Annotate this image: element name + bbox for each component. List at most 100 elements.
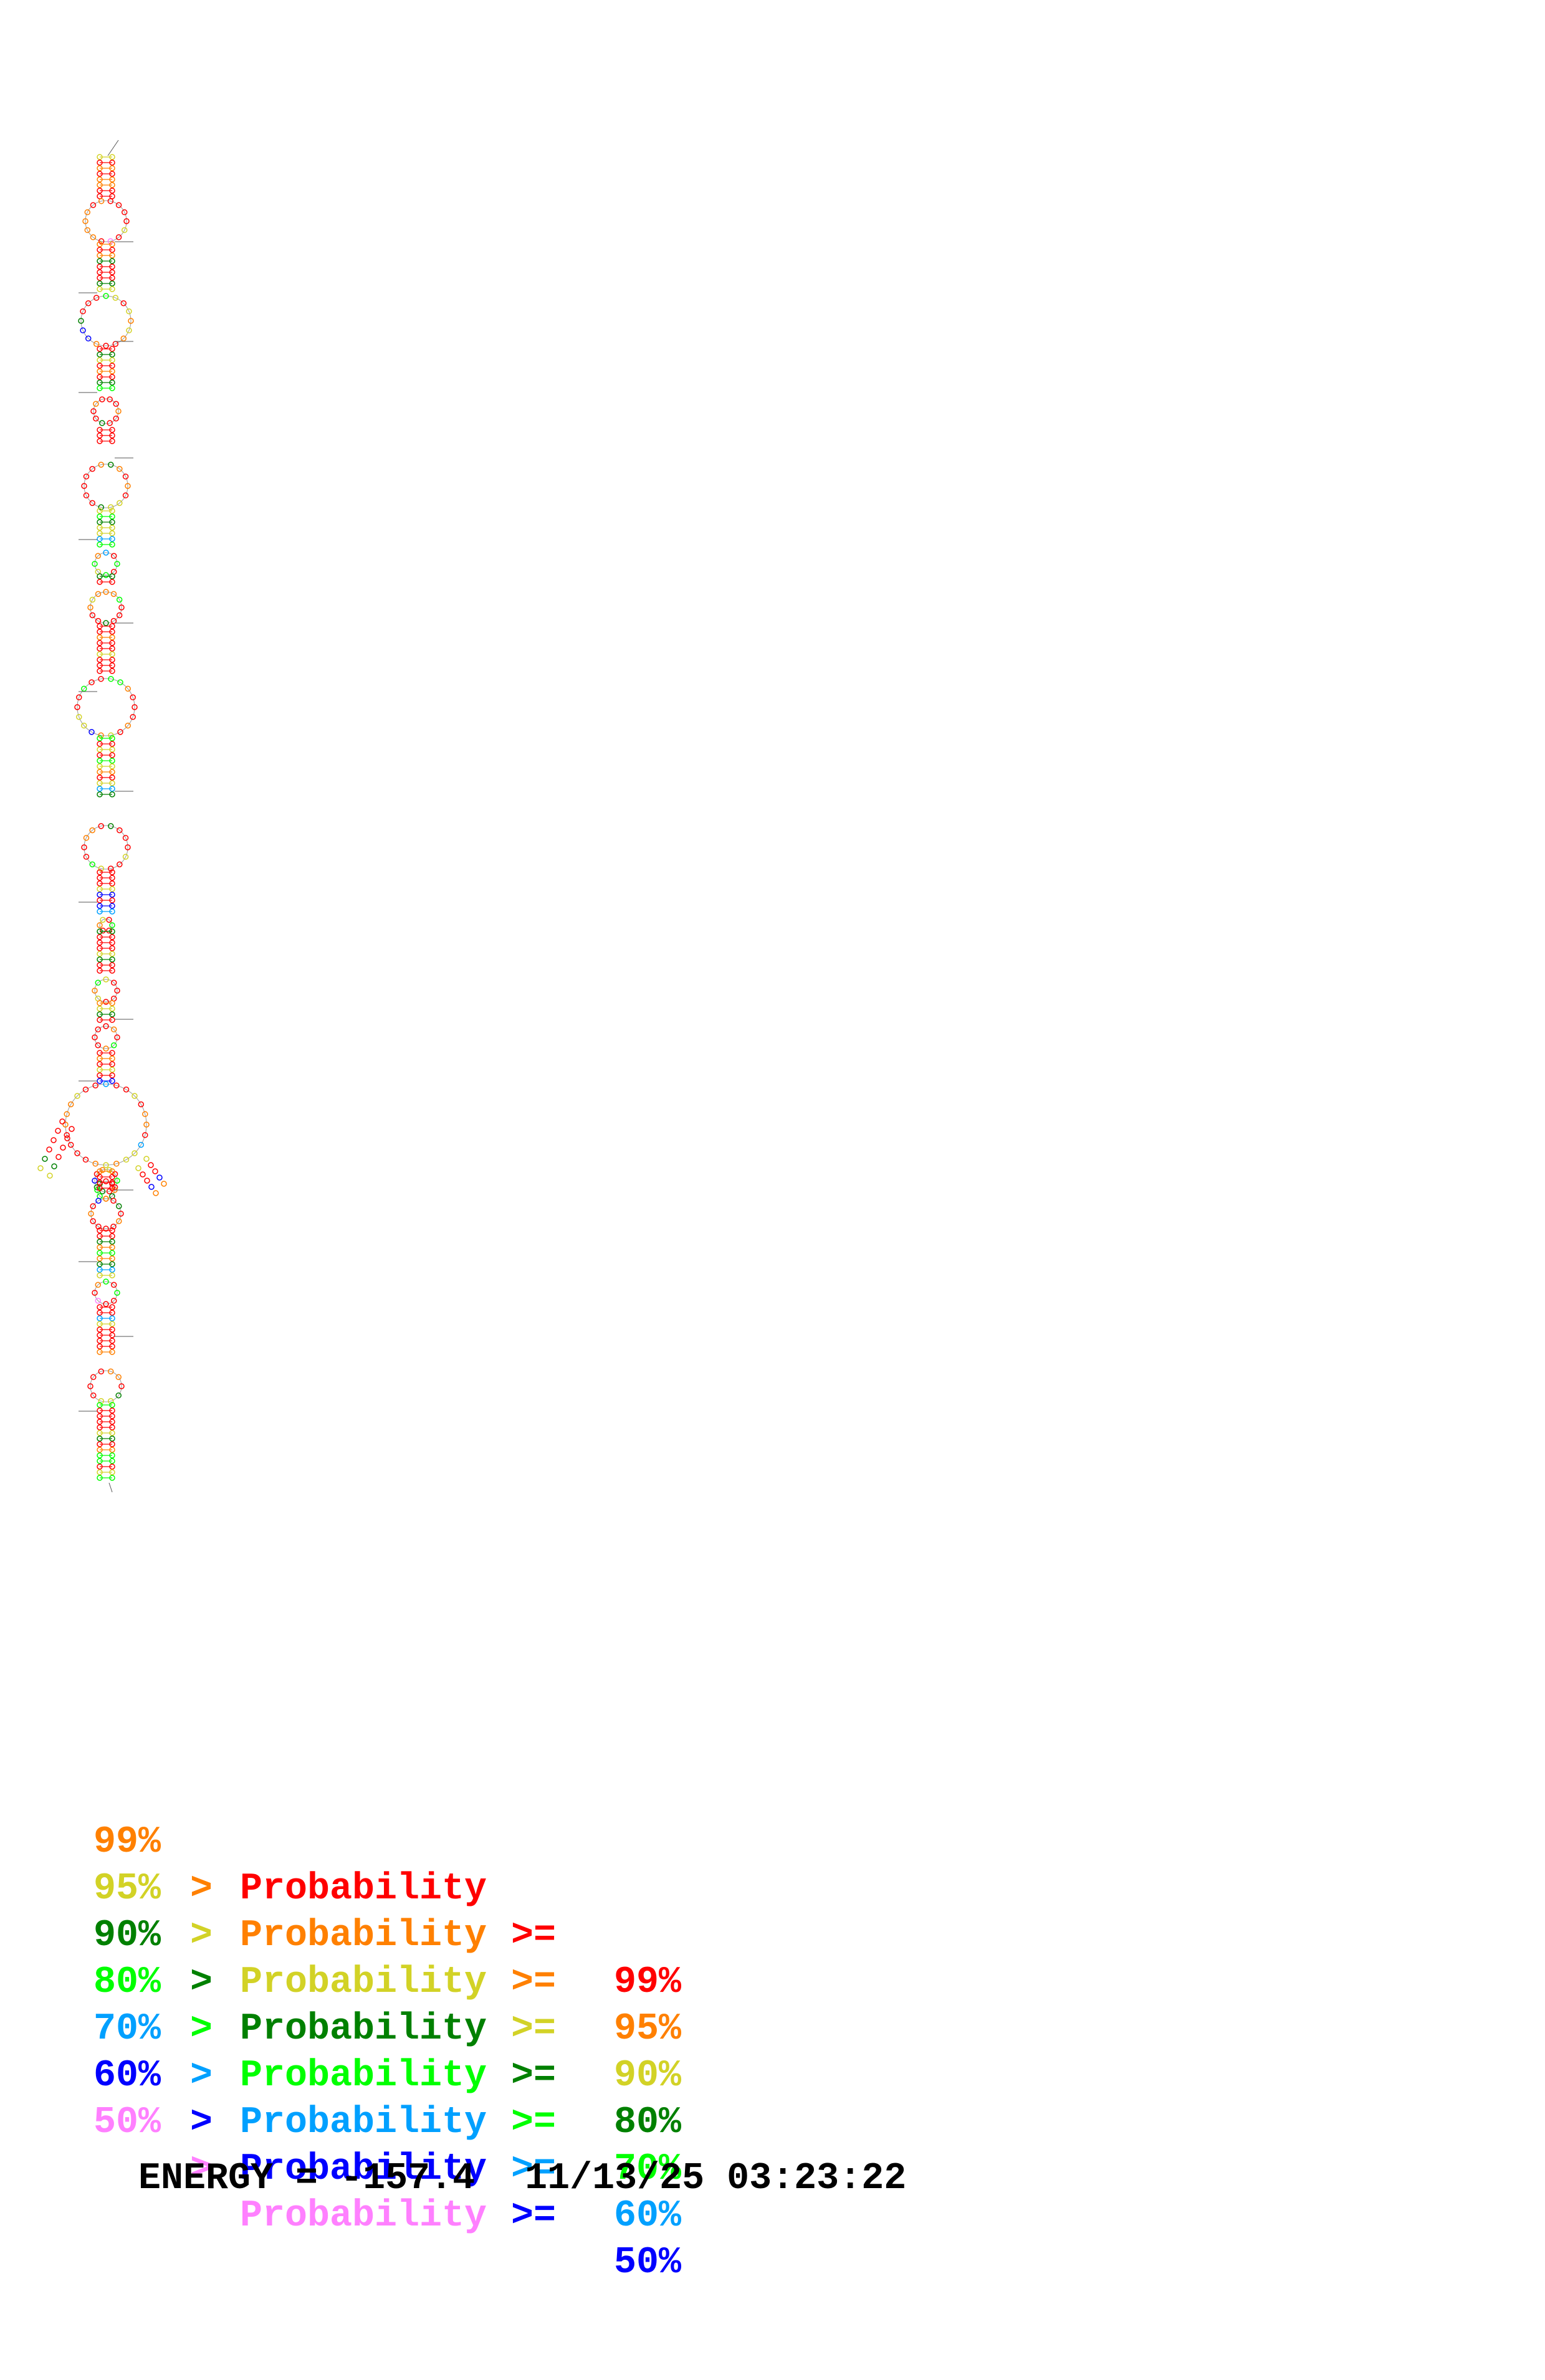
nucleotide	[97, 962, 103, 968]
loop-outline	[90, 1198, 122, 1229]
nucleotide	[110, 1026, 117, 1033]
energy-footer: ENERGY = -157.4 11/13/25 03:23:22	[93, 2115, 906, 2200]
nucleotide	[97, 432, 103, 439]
nucleotide	[109, 886, 115, 892]
nucleotide	[115, 234, 122, 240]
nucleotide	[97, 241, 103, 247]
nucleotide	[97, 1349, 103, 1355]
nucleotide	[103, 589, 109, 595]
nucleotide	[97, 769, 103, 775]
nucleotide	[125, 483, 131, 489]
nucleotide	[97, 735, 103, 741]
nucleotide	[82, 1156, 89, 1163]
loop-outline	[85, 200, 127, 242]
nucleotide	[109, 385, 115, 391]
nucleotide	[109, 645, 115, 652]
nucleotide	[109, 1407, 115, 1414]
legend-upper-bound: 80%	[93, 1961, 161, 2004]
legend-greater-than: >	[190, 1915, 213, 1957]
nucleotide	[123, 1086, 130, 1093]
nucleotide	[128, 318, 134, 324]
nucleotide	[97, 763, 103, 769]
nucleotide	[109, 780, 115, 786]
legend-label: Probability	[240, 2055, 487, 2097]
nucleotide	[97, 908, 103, 915]
nucleotide	[109, 1272, 115, 1278]
nucleotide	[107, 238, 114, 244]
nucleotide	[42, 1156, 48, 1162]
nucleotide	[109, 903, 115, 909]
nucleotide	[92, 1178, 98, 1184]
nucleotide	[97, 1011, 103, 1017]
legend-upper-bound: 95%	[93, 1868, 161, 1910]
nucleotide	[87, 604, 93, 611]
nucleotide	[97, 1179, 103, 1186]
nucleotide	[97, 579, 103, 585]
nucleotide	[108, 462, 114, 468]
nucleotide	[97, 269, 103, 275]
nucleotide	[92, 1082, 98, 1088]
nucleotide	[109, 940, 115, 946]
nucleotide	[97, 880, 103, 887]
nucleotide	[109, 258, 115, 264]
nucleotide	[109, 252, 115, 259]
nucleotide	[109, 1304, 115, 1310]
nucleotide	[109, 275, 115, 281]
nucleotide	[132, 1093, 138, 1099]
loop-outline	[77, 678, 135, 736]
nucleotide	[81, 722, 87, 729]
nucleotide	[97, 1321, 103, 1327]
nucleotide	[109, 623, 115, 629]
nucleotide	[92, 988, 98, 994]
nucleotide	[97, 1050, 103, 1056]
nucleotide	[103, 1045, 109, 1052]
nucleotide	[97, 791, 103, 797]
nucleotide	[138, 1101, 145, 1108]
nucleotide	[80, 308, 86, 315]
nucleotide	[103, 1081, 109, 1087]
nucleotide	[90, 202, 97, 208]
nucleotide	[97, 940, 103, 946]
nucleotide	[106, 927, 112, 934]
nucleotide	[97, 741, 103, 747]
nucleotide	[109, 264, 115, 270]
nucleotide	[109, 241, 115, 247]
nucleotide	[103, 1226, 109, 1232]
nucleotide	[109, 769, 115, 775]
nucleotide	[97, 1338, 103, 1344]
nucleotide	[97, 629, 103, 635]
nucleotide	[95, 1026, 102, 1033]
nucleotide	[109, 165, 115, 171]
nucleotide	[97, 752, 103, 758]
nucleotide	[109, 951, 115, 957]
timestamp: 11/13/25 03:23:22	[525, 2158, 907, 2200]
nucleotide	[97, 508, 103, 514]
nucleotide	[97, 159, 103, 166]
nucleotide	[113, 1161, 120, 1167]
nucleotide	[148, 1162, 154, 1168]
nucleotide	[110, 617, 117, 624]
nucleotide	[97, 668, 103, 674]
nucleotide	[113, 1082, 120, 1088]
nucleotide	[81, 483, 87, 489]
loop-outline	[94, 1169, 118, 1192]
nucleotide	[132, 704, 138, 710]
nucleotide	[82, 218, 88, 224]
legend-label: Probability	[240, 2148, 487, 2191]
nucleotide	[97, 623, 103, 629]
nucleotide	[97, 1343, 103, 1349]
nucleotide	[97, 1435, 103, 1442]
nucleotide	[122, 854, 129, 860]
nucleotide	[37, 1165, 44, 1171]
legend-upper-bound: 60%	[93, 2055, 161, 2097]
nucleotide	[97, 1261, 103, 1267]
nucleotide	[95, 1297, 102, 1304]
nucleotide	[109, 1017, 115, 1023]
nucleotide	[84, 227, 91, 234]
nucleotide	[90, 1203, 96, 1209]
nucleotide	[95, 1197, 102, 1204]
legend-lower-bound: 90%	[614, 2055, 682, 2097]
loop-outline	[94, 1281, 118, 1305]
nucleotide	[97, 956, 103, 963]
legend-greater-than: >	[190, 2102, 213, 2144]
